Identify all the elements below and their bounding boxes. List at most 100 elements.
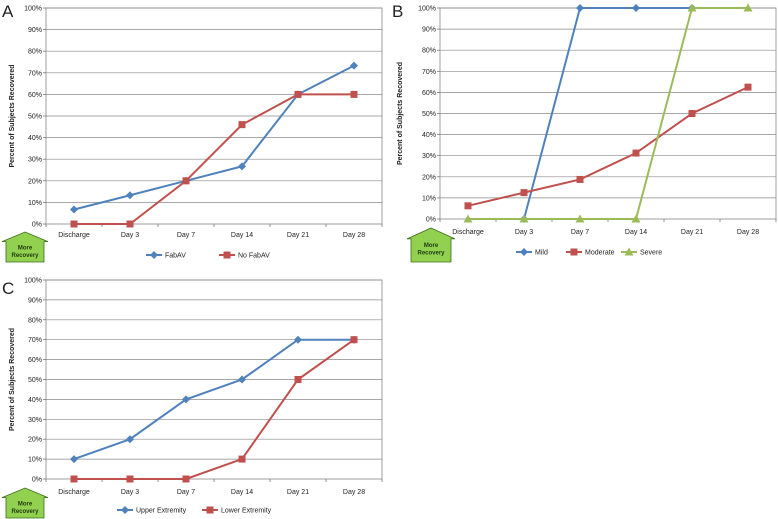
legend-item: FabAV <box>146 251 186 260</box>
legend-item: No FabAV <box>219 251 270 260</box>
y-axis-title: Percent of Subjects Recovered <box>397 62 404 165</box>
data-point-triangle <box>743 3 753 12</box>
data-point-square <box>182 475 190 483</box>
data-point-triangle <box>631 214 641 223</box>
y-axis-title: Percent of Subjects Recovered <box>9 64 16 167</box>
chart-panel-a: A 0% 10% 20% 30% 40% 50% 60% 70% 80% 90% 100% Discha… <box>1 2 383 263</box>
data-point-diamond <box>576 4 584 12</box>
data-point-diamond <box>520 248 528 256</box>
panel-letter: A <box>2 2 14 21</box>
y-tick-label: 10% <box>422 195 436 202</box>
series-lower-extremity <box>70 336 358 483</box>
y-axis-title: Percent of Subjects Recovered <box>9 328 16 431</box>
y-tick-label: 50% <box>28 377 42 384</box>
legend-label: Severe <box>640 250 662 257</box>
y-tick-label: 80% <box>422 48 436 55</box>
more-recovery-label: More Recovery <box>417 243 445 257</box>
y-tick-label: 0% <box>32 222 42 229</box>
y-tick-label: 0% <box>426 217 436 224</box>
y-tick-label: 0% <box>32 477 42 484</box>
legend-item: Severe <box>621 247 662 257</box>
y-tick-label: 80% <box>28 317 42 324</box>
more-recovery-label-line: Recovery <box>417 250 445 256</box>
data-point-diamond <box>126 435 134 444</box>
x-tick-label: Day 14 <box>231 232 253 239</box>
x-tick-label: Day 21 <box>287 232 309 239</box>
more-recovery-arrow <box>1 487 49 519</box>
y-tick-label: 10% <box>28 200 42 207</box>
more-recovery-label: More Recovery <box>11 502 39 515</box>
y-tick-label: 90% <box>28 27 42 34</box>
legend-label: Upper Extremity <box>136 508 187 515</box>
series-line <box>467 86 749 207</box>
series-line <box>523 7 692 220</box>
data-point-square <box>126 220 134 228</box>
x-tick-label: Day 7 <box>571 229 589 236</box>
y-tick-label: 40% <box>422 132 436 139</box>
data-point-square <box>350 90 358 98</box>
y-tick-label: 40% <box>28 135 42 142</box>
panel-letter: C <box>2 279 14 298</box>
x-tick-label: Day 28 <box>737 229 759 236</box>
x-tick-label: Day 28 <box>343 232 365 239</box>
y-tick-label: 60% <box>422 90 436 97</box>
y-tick-label: 30% <box>28 157 42 164</box>
series-line <box>74 338 355 480</box>
x-tick-label: Day 3 <box>121 489 139 496</box>
data-point-square <box>294 376 302 383</box>
series-line <box>468 7 748 220</box>
data-point-square <box>632 149 640 157</box>
y-tick-label: 20% <box>28 178 42 185</box>
data-point-square <box>350 336 358 344</box>
data-point-square <box>238 121 246 129</box>
panel-letter: B <box>392 2 403 21</box>
more-recovery-arrow <box>406 227 456 263</box>
series-moderate <box>464 83 752 210</box>
data-point-diamond <box>121 506 129 514</box>
legend-item: Mild <box>516 248 548 257</box>
data-point-diamond <box>150 251 158 259</box>
more-recovery-label-line: Recovery <box>11 509 39 515</box>
x-tick-label: Discharge <box>58 489 90 496</box>
x-tick-label: Day 3 <box>515 229 533 236</box>
x-tick-label: Discharge <box>58 232 90 239</box>
y-tick-label: 70% <box>28 70 42 77</box>
series-line <box>73 64 355 211</box>
y-tick-label: 20% <box>422 174 436 181</box>
y-tick-label: 100% <box>418 6 436 13</box>
chart-panel-b: B 0% 10% 20% 30% 40% 50% 60% 70% 80% 90% 100% Discha… <box>392 2 777 263</box>
more-recovery-label-line: More <box>424 243 439 249</box>
x-tick-label: Day 7 <box>177 489 195 496</box>
data-point-square <box>70 475 78 483</box>
y-tick-label: 50% <box>28 114 42 121</box>
legend-label: FabAV <box>165 253 186 260</box>
x-tick-label: Discharge <box>452 229 484 236</box>
data-point-diamond <box>350 61 358 70</box>
x-tick-label: Day 28 <box>343 489 365 496</box>
y-tick-label: 40% <box>28 397 42 404</box>
y-tick-label: 60% <box>28 92 42 99</box>
y-tick-label: 90% <box>422 27 436 34</box>
y-tick-label: 70% <box>422 69 436 76</box>
series-line <box>74 93 354 225</box>
x-tick-label: Day 21 <box>287 489 309 496</box>
legend-item: Upper Extremity <box>117 506 187 515</box>
data-point-diamond <box>70 205 78 214</box>
more-recovery-label-line: Recovery <box>11 253 39 259</box>
data-point-square <box>294 90 302 98</box>
more-recovery-arrow <box>1 231 49 263</box>
y-tick-label: 90% <box>28 297 42 304</box>
data-point-diamond <box>182 395 190 404</box>
data-point-square <box>223 251 231 259</box>
y-tick-label: 100% <box>24 6 42 13</box>
y-tick-label: 100% <box>24 278 42 285</box>
y-tick-label: 30% <box>422 153 436 160</box>
data-point-square <box>182 177 190 185</box>
data-point-triangle <box>463 214 473 223</box>
data-point-triangle <box>624 247 634 256</box>
y-tick-label: 20% <box>28 437 42 444</box>
data-point-square <box>126 475 134 483</box>
data-point-square <box>744 83 752 91</box>
data-point-diamond <box>238 375 246 384</box>
